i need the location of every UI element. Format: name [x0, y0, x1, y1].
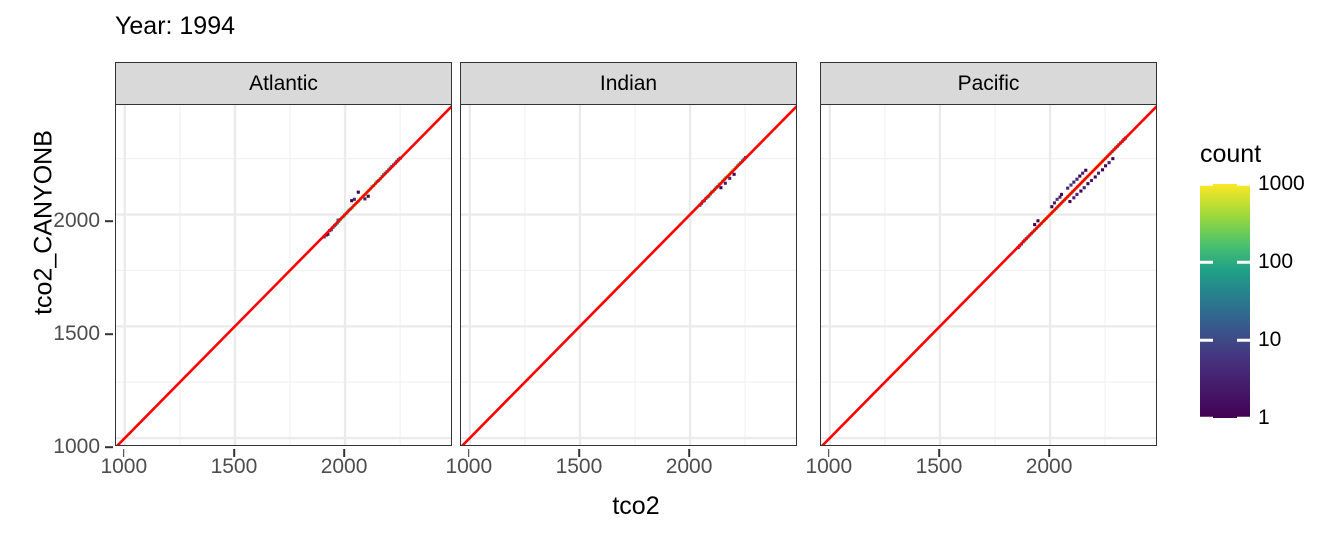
bin-cell	[1078, 174, 1082, 178]
y-tick-mark-2000	[105, 220, 113, 222]
plot-area-indian	[460, 104, 797, 446]
bin-cell	[366, 194, 370, 198]
bin-cell	[326, 232, 330, 236]
bin-cell	[1050, 205, 1054, 209]
x-tick-label-2000: 2000	[1025, 455, 1073, 478]
x-axis-title: tco2	[612, 492, 660, 520]
legend-colorbar	[1200, 184, 1250, 418]
identity-reference-line	[821, 105, 1156, 445]
legend-tick-mark	[1237, 338, 1250, 342]
legend-tick-mark	[1200, 338, 1213, 342]
legend-tick-mark	[1237, 416, 1250, 420]
bin-cell	[1068, 200, 1072, 204]
x-tick-label-1500: 1500	[210, 455, 258, 478]
legend-label-100: 100	[1258, 250, 1294, 273]
x-tick-mark	[578, 449, 580, 457]
bin-cell	[1111, 157, 1115, 161]
facet-strip-atlantic: Atlantic	[115, 62, 452, 105]
x-tick-mark	[1048, 449, 1050, 457]
legend-tick-mark	[1237, 182, 1250, 186]
bin-cell	[1059, 192, 1064, 196]
bin-cell	[1075, 177, 1079, 181]
bin-cell	[1075, 192, 1079, 196]
bin-cell	[1072, 180, 1076, 184]
x-tick-mark	[468, 449, 470, 457]
x-tick-label-1000: 1000	[805, 455, 853, 478]
bin-cell	[356, 190, 360, 194]
bin-cell	[1069, 183, 1073, 187]
legend-label-10: 10	[1258, 328, 1282, 351]
x-tick-mark	[343, 449, 345, 457]
bin-cell	[1086, 182, 1090, 186]
bin-cell	[1052, 201, 1057, 205]
bin-cell	[1033, 223, 1037, 227]
y-tick-label-1000: 1000	[53, 435, 100, 458]
legend-tick-mark	[1200, 416, 1213, 420]
legend-tick-mark	[1200, 260, 1213, 264]
identity-reference-line	[116, 105, 451, 445]
bin-cell	[363, 197, 367, 201]
bin-cell	[719, 186, 723, 190]
legend-tick-mark	[1237, 260, 1250, 264]
y-tick-mark-1000	[105, 446, 113, 448]
y-tick-label-1500: 1500	[53, 322, 100, 345]
bin-cell	[728, 176, 732, 180]
x-tick-mark	[688, 449, 690, 457]
bin-cell	[1100, 168, 1105, 172]
bin-cell	[1055, 197, 1059, 201]
bin-cell	[1058, 195, 1062, 199]
identity-reference-line	[461, 105, 796, 445]
y-tick-mark-1500	[105, 333, 113, 335]
legend-label-1000: 1000	[1258, 172, 1305, 195]
legend-label-1: 1	[1258, 406, 1270, 429]
bin-cell	[352, 197, 356, 201]
bin-cell	[1089, 179, 1094, 183]
bin-cell	[1107, 161, 1111, 165]
legend-title: count	[1200, 140, 1262, 168]
plot-area-atlantic	[115, 104, 452, 446]
x-tick-mark	[938, 449, 940, 457]
bin-cell	[1081, 171, 1085, 175]
x-tick-label-2000: 2000	[320, 455, 368, 478]
x-tick-mark	[828, 449, 830, 457]
bin-cell	[350, 199, 354, 203]
bin-cell	[1036, 219, 1040, 223]
bin-cell	[1104, 164, 1108, 168]
plot-area-pacific	[820, 104, 1157, 446]
x-tick-label-2000: 2000	[665, 455, 713, 478]
bin-cell	[1072, 196, 1076, 200]
bin-cell	[723, 181, 727, 185]
facet-strip-pacific: Pacific	[820, 62, 1157, 105]
legend-tick-mark	[1200, 182, 1213, 186]
x-tick-label-1000: 1000	[445, 455, 493, 478]
facet-strip-label: Atlantic	[249, 71, 318, 95]
bin-cell	[1082, 186, 1086, 190]
y-tick-label-2000: 2000	[53, 209, 100, 232]
x-tick-label-1000: 1000	[100, 455, 148, 478]
facet-strip-label: Pacific	[957, 71, 1020, 95]
facet-strip-indian: Indian	[460, 62, 797, 105]
page-title: Year: 1994	[115, 12, 236, 40]
bin-cell	[1084, 168, 1088, 172]
bin-cell	[1093, 175, 1097, 179]
x-tick-mark	[233, 449, 235, 457]
facet-strip-label: Indian	[599, 71, 658, 95]
bin-cell	[1066, 186, 1070, 190]
bin-cell	[732, 172, 736, 176]
x-tick-label-1500: 1500	[915, 455, 963, 478]
bin-cell	[1079, 189, 1083, 193]
x-tick-mark	[123, 449, 125, 457]
x-tick-label-1500: 1500	[555, 455, 603, 478]
bin-cell	[1096, 171, 1101, 175]
